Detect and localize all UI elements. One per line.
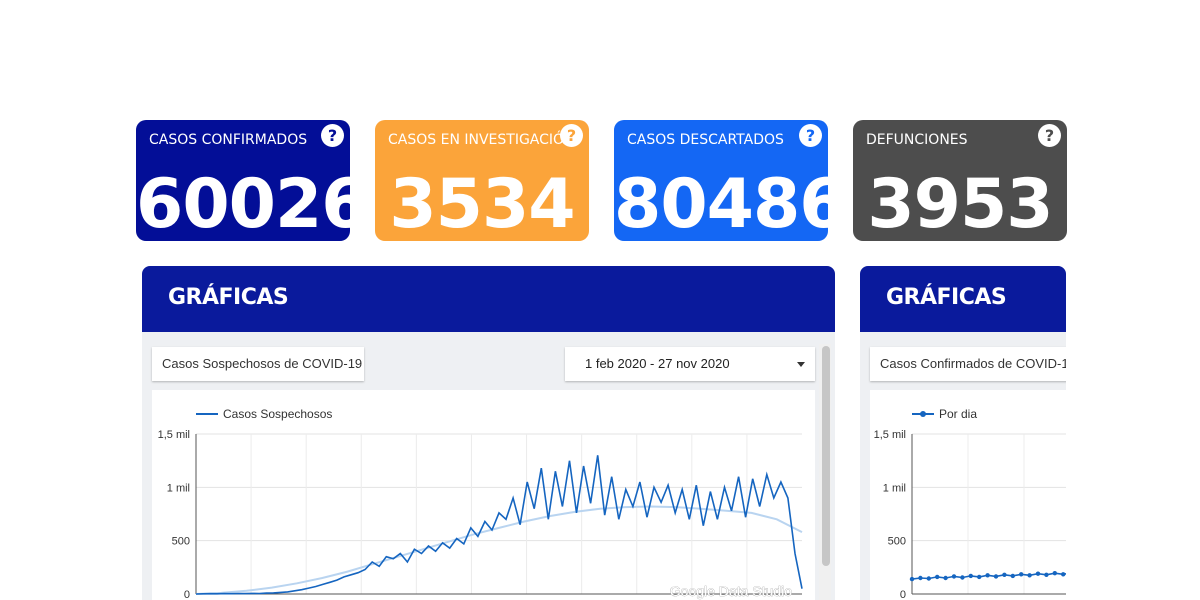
card-casos-en-investigacion: CASOS EN INVESTIGACIÓN ? 3534 <box>375 120 589 241</box>
y-tick-label: 1,5 mil <box>874 429 906 441</box>
card-label: CASOS DESCARTADOS <box>627 132 784 148</box>
chart-container-confirmados: 0 500 1 mil 1,5 mil Por dia <box>870 390 1066 600</box>
data-point <box>993 574 999 579</box>
caret-down-icon <box>797 362 805 367</box>
chart-casos-sospechosos: 0 500 1 mil 1,5 mil Casos Sospechosos Google … <box>158 407 803 600</box>
legend-label: Por dia <box>939 407 977 421</box>
data-point <box>1035 571 1041 576</box>
card-defunciones: DEFUNCIONES ? 3953 <box>853 120 1067 241</box>
data-point <box>1019 572 1024 577</box>
card-value: 60026 <box>136 165 350 241</box>
y-tick-label: 0 <box>900 589 906 600</box>
data-point <box>968 573 973 579</box>
data-point <box>909 576 915 582</box>
help-icon[interactable]: ? <box>560 124 583 147</box>
y-tick-label: 500 <box>172 536 190 548</box>
data-point <box>977 574 982 580</box>
help-icon[interactable]: ? <box>321 124 344 147</box>
y-tick-label: 1 mil <box>167 482 190 494</box>
data-point <box>943 575 948 581</box>
y-tick-label: 500 <box>888 536 906 548</box>
watermark-text: Google Data Studio <box>670 583 792 599</box>
panel-header-left: GRÁFICAS <box>142 266 835 332</box>
chart-selector-dropdown[interactable]: Casos Confirmados de COVID-19 <box>870 347 1066 381</box>
data-point <box>1027 573 1032 578</box>
card-label: DEFUNCIONES <box>866 132 968 148</box>
panel-body-right: Casos Confirmados de COVID-19 0 500 1 mil 1… <box>860 332 1066 600</box>
data-point <box>1052 571 1057 576</box>
data-point <box>935 574 940 580</box>
data-point <box>918 575 923 581</box>
card-value: 3953 <box>867 165 1053 241</box>
data-point <box>926 576 931 581</box>
help-icon[interactable]: ? <box>799 124 822 147</box>
trend-line <box>195 505 803 595</box>
help-icon[interactable]: ? <box>1038 124 1061 147</box>
card-value: 80486 <box>614 165 828 241</box>
data-point <box>1010 573 1015 579</box>
legend-marker <box>920 411 926 417</box>
y-tick-label: 1 mil <box>883 482 906 494</box>
card-value: 3534 <box>389 165 575 241</box>
chart-casos-confirmados: 0 500 1 mil 1,5 mil Por dia <box>874 407 1066 600</box>
date-range-picker[interactable]: 1 feb 2020 - 27 nov 2020 <box>565 347 815 381</box>
panel-title: GRÁFICAS <box>886 285 1007 310</box>
chart-container-sospechosos: 0 500 1 mil 1,5 mil Casos Sospechosos Google … <box>152 390 815 600</box>
legend-label: Casos Sospechosos <box>223 407 332 421</box>
panel-body-left: Casos Sospechosos de COVID-19 1 feb 2020… <box>142 332 835 600</box>
chart-selector-dropdown[interactable]: Casos Sospechosos de COVID-19 <box>152 347 364 381</box>
card-label: CASOS CONFIRMADOS <box>149 132 308 148</box>
panel-title: GRÁFICAS <box>168 285 289 310</box>
card-casos-descartados: CASOS DESCARTADOS ? 80486 <box>614 120 828 241</box>
data-point <box>1002 572 1007 577</box>
series-line <box>195 455 803 595</box>
scrollbar-thumb[interactable] <box>822 346 830 566</box>
data-point <box>985 573 990 578</box>
data-point <box>960 575 965 580</box>
data-point <box>1061 572 1066 577</box>
card-casos-confirmados: CASOS CONFIRMADOS ? 60026 <box>136 120 350 241</box>
data-point <box>951 574 957 579</box>
panel-header-right: GRÁFICAS <box>860 266 1066 332</box>
y-tick-label: 0 <box>184 589 190 600</box>
date-range-text: 1 feb 2020 - 27 nov 2020 <box>585 356 730 371</box>
data-point <box>1044 572 1049 577</box>
y-tick-label: 1,5 mil <box>158 429 190 441</box>
card-label: CASOS EN INVESTIGACIÓN <box>388 132 575 148</box>
